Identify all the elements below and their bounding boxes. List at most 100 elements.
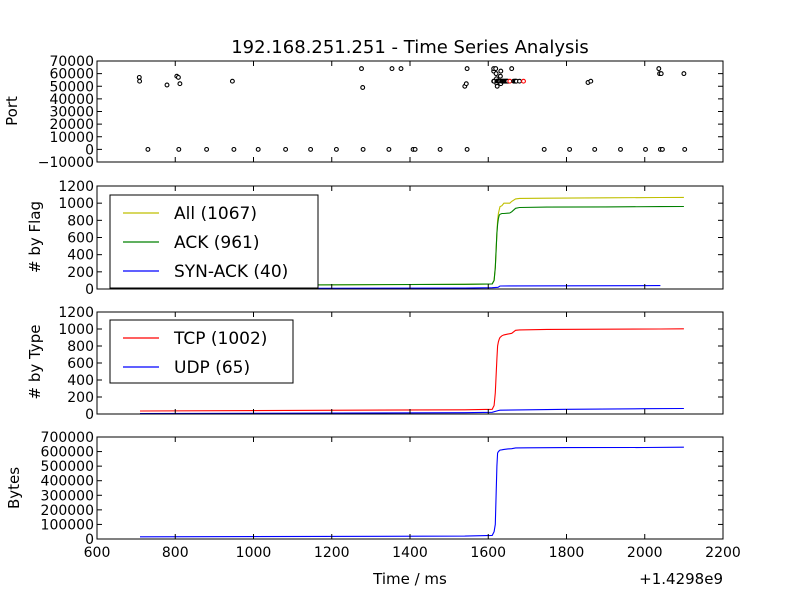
- y-tick-label: 300000: [41, 488, 94, 504]
- y-tick-label: 400: [67, 373, 94, 389]
- scatter-point: [137, 78, 143, 84]
- scatter-point: [464, 66, 470, 72]
- scatter-point: [360, 85, 366, 90]
- scatter-point: [659, 146, 665, 152]
- y-axis-label-bytes: Bytes: [5, 467, 23, 509]
- x-tick-label: 600: [84, 545, 111, 561]
- legend-label: All (1067): [174, 204, 257, 224]
- scatter-point: [386, 146, 392, 152]
- scatter-point: [437, 146, 443, 152]
- x-tick-label: 1400: [392, 545, 428, 561]
- y-tick-label: 200: [67, 390, 94, 406]
- scatter-point: [464, 146, 470, 152]
- scatter-point: [497, 73, 503, 79]
- y-tick-label: 1000: [58, 196, 94, 212]
- y-tick-label: 600: [67, 356, 94, 372]
- scatter-point: [521, 78, 526, 84]
- legend-label: TCP (1002): [173, 329, 267, 349]
- scatter-point: [229, 78, 235, 84]
- y-axis-label-type: # by Type: [26, 325, 44, 400]
- legend: All (1067) ACK (961) SYN-ACK (40): [109, 194, 319, 289]
- legend-box: [109, 319, 294, 384]
- series-line-3: [139, 285, 661, 290]
- y-tick-label: 200000: [41, 503, 94, 519]
- legend: TCP (1002) UDP (65): [109, 319, 294, 384]
- scatter-point: [493, 66, 499, 72]
- x-axis-label: Time / ms: [372, 570, 447, 588]
- scatter-point: [398, 66, 404, 72]
- x-tick-label: 2200: [705, 545, 741, 561]
- scatter-point: [176, 146, 182, 152]
- y-tick-label: 500000: [41, 459, 94, 475]
- scatter-point: [283, 146, 289, 152]
- series-line-2: [139, 407, 684, 415]
- scatter-point: [493, 71, 499, 77]
- y-tick-label: 1000: [58, 322, 94, 338]
- y-tick-label: 0: [85, 142, 94, 158]
- y-tick-label: 0: [85, 532, 94, 548]
- scatter-point: [177, 81, 183, 87]
- port-scatter-plot: −100000100002000030000400005000060000700…: [38, 54, 724, 171]
- scatter-point: [588, 78, 594, 84]
- x-tick-label: 1600: [470, 545, 506, 561]
- y-tick-label: 0: [85, 407, 94, 423]
- x-tick-label: 800: [162, 545, 189, 561]
- scatter-point: [656, 66, 662, 72]
- y-tick-label: 200: [67, 265, 94, 281]
- x-tick-label: 1800: [549, 545, 585, 561]
- scatter-point: [658, 71, 664, 77]
- y-tick-label: 600000: [41, 445, 94, 461]
- scatter-point: [517, 78, 522, 84]
- y-tick-label: −10000: [38, 155, 94, 171]
- x-tick-label: 2000: [627, 545, 663, 561]
- y-tick-label: 60000: [49, 67, 94, 83]
- y-tick-label: 1200: [58, 179, 94, 195]
- series-line-2: [139, 205, 684, 287]
- scatter-point: [682, 146, 688, 152]
- scatter-point: [308, 146, 314, 152]
- scatter-point: [567, 146, 573, 152]
- x-tick-label: 1000: [236, 545, 272, 561]
- scatter-point: [204, 146, 210, 152]
- scatter-point: [541, 146, 547, 152]
- y-tick-label: 20000: [49, 117, 94, 133]
- y-tick-label: 1200: [58, 305, 94, 321]
- scatter-point: [333, 146, 339, 152]
- scatter-point: [145, 146, 151, 152]
- scatter-point: [618, 146, 623, 152]
- chart-title: 192.168.251.251 - Time Series Analysis: [231, 37, 589, 58]
- scatter-point: [592, 146, 598, 152]
- bytes-plot: 0100000200000300000400000500000600000700…: [41, 430, 741, 561]
- scatter-point: [463, 81, 469, 87]
- y-tick-label: 700000: [41, 430, 94, 446]
- y-tick-label: 40000: [49, 92, 94, 108]
- legend-label: ACK (961): [174, 233, 259, 253]
- y-tick-label: 800: [67, 213, 94, 229]
- scatter-point: [507, 78, 513, 84]
- y-tick-label: 800: [67, 339, 94, 355]
- scatter-point: [231, 146, 237, 152]
- series-line-1: [139, 328, 684, 412]
- y-tick-label: 10000: [49, 130, 94, 146]
- legend-label: SYN-ACK (40): [174, 262, 288, 282]
- y-axis-label-port: Port: [3, 96, 21, 126]
- scatter-point: [494, 83, 500, 89]
- y-tick-label: 30000: [49, 105, 94, 121]
- scatter-point: [412, 146, 418, 152]
- scatter-point: [389, 66, 395, 72]
- scatter-point: [164, 82, 170, 88]
- y-axis-label-flag: # by Flag: [26, 201, 44, 273]
- x-axis-offset-text: +1.4298e9: [639, 570, 723, 588]
- scatter-point: [498, 68, 504, 74]
- y-tick-label: 70000: [49, 54, 94, 70]
- y-tick-label: 100000: [41, 517, 94, 533]
- y-tick-label: 600: [67, 231, 94, 247]
- scatter-point: [175, 74, 181, 80]
- y-tick-label: 400000: [41, 474, 94, 490]
- y-tick-label: 0: [85, 282, 94, 298]
- scatter-point: [643, 146, 648, 152]
